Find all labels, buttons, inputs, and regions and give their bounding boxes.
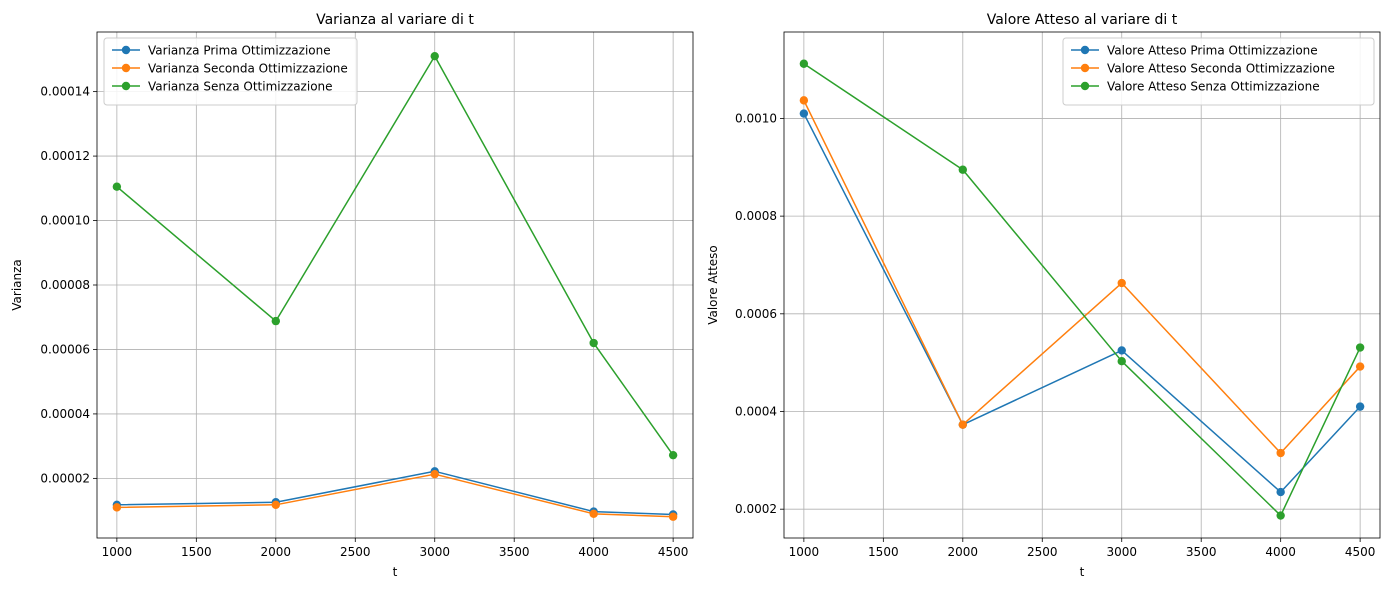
y-axis-label: Varianza <box>10 259 24 311</box>
x-tick-label: 3500 <box>1186 545 1217 559</box>
axes-frame <box>783 31 1381 539</box>
data-point <box>799 109 809 118</box>
chart-panel-1: 1000 1500 2000 2500 3000 3500 4000 4500 0.00002 0… <box>10 12 694 579</box>
x-tick-label: 4000 <box>1265 545 1296 559</box>
data-point <box>1117 356 1126 366</box>
y-tick-label: 0.0002 <box>735 502 777 516</box>
x-tick-label: 4500 <box>658 545 689 559</box>
x-tick-label: 1000 <box>102 545 133 559</box>
legend-label: Varianza Senza Ottimizzazione <box>148 80 333 94</box>
data-point <box>958 165 967 174</box>
data-point <box>668 512 678 521</box>
data-point <box>1355 402 1365 411</box>
legend-box <box>103 37 358 106</box>
x-tick-label: 1000 <box>789 545 820 559</box>
data-point <box>112 503 122 512</box>
x-tick-label: 1500 <box>181 545 212 559</box>
legend: Varianza Prima Ottimizzazione Varianza Se… <box>103 37 358 106</box>
data-point <box>1117 278 1126 288</box>
legend-label: Varianza Prima Ottimizzazione <box>148 44 331 58</box>
legend-marker <box>1080 81 1090 91</box>
chart-panel-2: 1000 1500 2000 2500 3000 3500 4000 4500 0.0002 0.… <box>706 12 1381 579</box>
y-tick-label: 0.00006 <box>40 342 90 356</box>
x-tick-label: 2500 <box>1027 545 1058 559</box>
legend-marker <box>1080 63 1090 73</box>
y-tick-label: 0.00010 <box>40 214 90 228</box>
y-tick-label: 0.00012 <box>40 149 90 163</box>
chart-title: Varianza al variare di t <box>316 12 474 28</box>
data-point <box>1117 346 1126 355</box>
data-point <box>589 338 598 348</box>
y-tick-label: 0.00004 <box>40 407 90 421</box>
data-point <box>958 420 967 429</box>
legend-label: Valore Atteso Seconda Ottimizzazione <box>1107 62 1335 76</box>
x-axis-label: t <box>393 565 398 579</box>
y-tick-label: 0.0006 <box>735 307 777 321</box>
y-tick-label: 0.0010 <box>735 111 777 125</box>
data-point <box>799 59 809 68</box>
data-point <box>799 96 809 105</box>
data-point <box>1276 487 1285 497</box>
data-point <box>668 450 678 460</box>
x-tick-label: 1500 <box>868 545 899 559</box>
data-point <box>271 316 280 326</box>
data-point <box>1276 448 1285 458</box>
series-line-1 <box>116 470 674 516</box>
y-tick-label: 0.0008 <box>735 209 777 223</box>
data-point <box>271 500 280 510</box>
x-tick-label: 2500 <box>340 545 371 559</box>
legend-label: Varianza Seconda Ottimizzazione <box>148 62 348 76</box>
x-tick-label: 4500 <box>1345 545 1376 559</box>
legend-label: Valore Atteso Prima Ottimizzazione <box>1107 44 1318 58</box>
y-tick-label: 0.00002 <box>40 471 90 485</box>
data-point <box>1355 343 1365 352</box>
series-line-3 <box>116 55 674 456</box>
data-point <box>1276 511 1285 520</box>
x-tick-label: 2000 <box>948 545 979 559</box>
legend-box <box>1062 37 1375 106</box>
y-tick-label: 0.0004 <box>735 405 777 419</box>
x-tick-label: 4000 <box>578 545 609 559</box>
data-point <box>589 509 598 519</box>
x-tick-label: 3000 <box>419 545 450 559</box>
y-tick-label: 0.00008 <box>40 278 90 292</box>
legend-marker <box>121 45 131 55</box>
x-tick-label: 3000 <box>1106 545 1137 559</box>
y-axis-label: Valore Atteso <box>706 245 720 325</box>
data-point <box>430 469 439 479</box>
legend-marker <box>121 63 131 73</box>
x-tick-label: 2000 <box>261 545 292 559</box>
data-point <box>430 51 439 61</box>
legend-marker <box>1080 45 1090 55</box>
x-tick-label: 3500 <box>499 545 530 559</box>
legend: Valore Atteso Prima Ottimizzazione Valore… <box>1062 37 1375 106</box>
data-point <box>1355 362 1365 371</box>
chart-title: Valore Atteso al variare di t <box>987 12 1178 28</box>
y-tick-label: 0.00014 <box>40 85 90 99</box>
data-point <box>112 182 122 191</box>
x-axis-label: t <box>1080 565 1085 579</box>
legend-marker <box>121 81 131 91</box>
legend-label: Valore Atteso Senza Ottimizzazione <box>1107 80 1320 94</box>
series-line-1 <box>803 113 1361 493</box>
